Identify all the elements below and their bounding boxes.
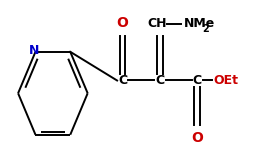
Text: 2: 2 bbox=[203, 24, 210, 34]
Text: C: C bbox=[118, 74, 127, 87]
Text: C: C bbox=[155, 74, 164, 87]
Text: NMe: NMe bbox=[184, 17, 215, 30]
Text: O: O bbox=[116, 16, 128, 30]
Text: N: N bbox=[29, 44, 39, 57]
Text: O: O bbox=[192, 131, 203, 145]
Text: C: C bbox=[193, 74, 202, 87]
Text: CH: CH bbox=[147, 17, 167, 30]
Text: OEt: OEt bbox=[213, 74, 238, 87]
